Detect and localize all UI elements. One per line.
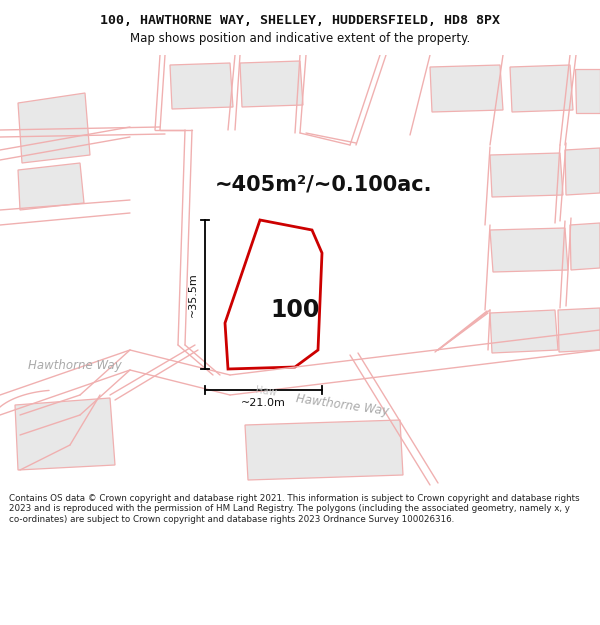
Text: ~35.5m: ~35.5m [188,272,198,317]
Polygon shape [565,148,600,195]
Polygon shape [245,420,403,480]
Text: ~405m²/~0.100ac.: ~405m²/~0.100ac. [215,175,433,195]
Polygon shape [15,398,115,470]
Text: Map shows position and indicative extent of the property.: Map shows position and indicative extent… [130,32,470,45]
Polygon shape [570,223,600,270]
Polygon shape [18,93,90,163]
Polygon shape [240,61,303,107]
Text: Hawthorne Way: Hawthorne Way [295,392,389,418]
Polygon shape [490,228,568,272]
Polygon shape [490,310,558,353]
Text: Haw: Haw [255,386,278,399]
Text: 100, HAWTHORNE WAY, SHELLEY, HUDDERSFIELD, HD8 8PX: 100, HAWTHORNE WAY, SHELLEY, HUDDERSFIEL… [100,14,500,27]
Text: ~21.0m: ~21.0m [241,398,286,408]
Polygon shape [170,63,233,109]
Polygon shape [575,69,600,113]
Text: Hawthorne Way: Hawthorne Way [28,359,122,371]
Text: 100: 100 [271,298,320,322]
Polygon shape [430,65,503,112]
Polygon shape [510,65,573,112]
Polygon shape [490,153,563,197]
Polygon shape [18,163,84,210]
Text: Contains OS data © Crown copyright and database right 2021. This information is : Contains OS data © Crown copyright and d… [9,494,580,524]
Polygon shape [558,308,600,352]
